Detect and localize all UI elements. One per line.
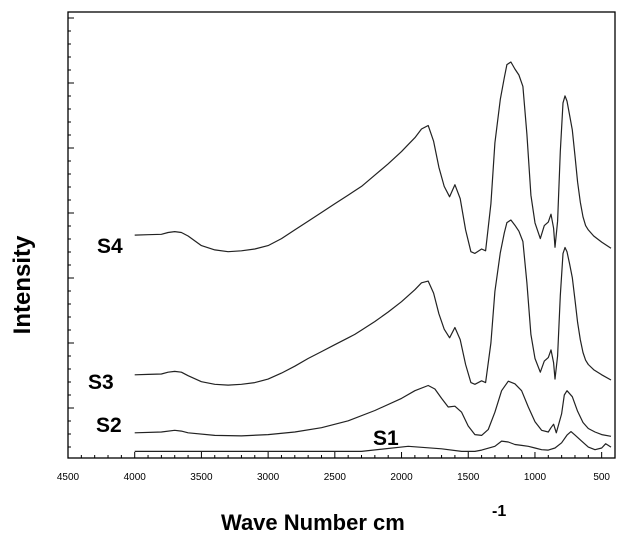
x-tick-label: 4000 [124, 472, 147, 483]
series-label-s4: S4 [97, 235, 123, 258]
spectra-lines [134, 61, 612, 452]
series-label-s1: S1 [373, 427, 399, 450]
plot-frame [67, 11, 616, 459]
x-tick-label: 3500 [190, 472, 213, 483]
x-tick-label: 4500 [57, 472, 80, 483]
series-label-s2: S2 [96, 414, 122, 437]
series-line-s3 [134, 219, 612, 386]
x-tick-label: 1500 [457, 472, 480, 483]
x-tick-label: 2000 [390, 472, 413, 483]
x-tick-label: 1000 [524, 472, 547, 483]
x-tick-label: 2500 [324, 472, 347, 483]
x-tick-label: 500 [593, 472, 610, 483]
series-line-s1 [134, 431, 612, 452]
series-line-s2 [134, 380, 612, 437]
x-axis-ticks: 4500 4000 3500 3000 2500 2000 1500 1000 500 [57, 452, 610, 483]
series-labels: S4 S3 S2 S1 [88, 235, 399, 450]
series-line-s4 [134, 61, 612, 254]
x-tick-label: 3000 [257, 472, 280, 483]
x-axis-label-superscript: -1 [492, 503, 506, 520]
y-axis-ticks [68, 17, 74, 448]
x-axis-label: Wave Number cm [221, 510, 405, 535]
y-axis-label: Intensity [9, 235, 36, 334]
series-label-s3: S3 [88, 371, 114, 394]
